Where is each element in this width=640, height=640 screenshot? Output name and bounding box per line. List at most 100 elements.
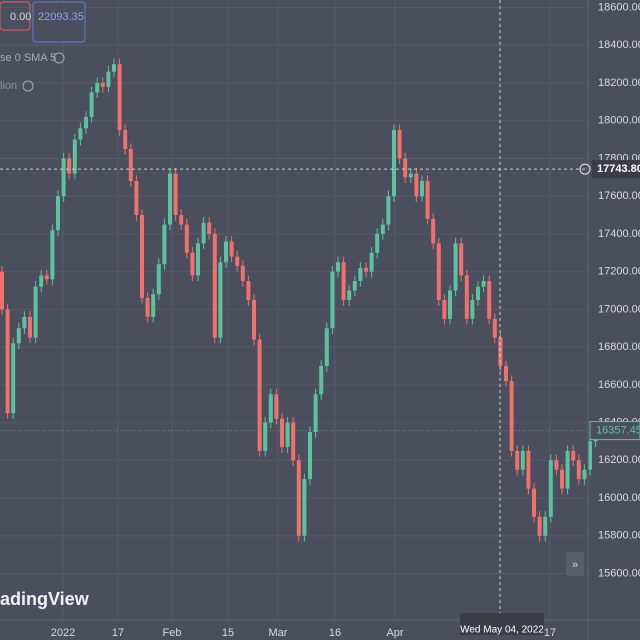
x-tick-label: 17 [112, 627, 124, 639]
candle-body [128, 149, 133, 182]
candle-body [190, 252, 195, 276]
indicator: lion [0, 80, 17, 92]
candle-body [106, 71, 111, 87]
candle-body [403, 158, 408, 178]
candle-body [89, 92, 94, 117]
crosshair-date-label: Wed May 04, 2022 [460, 625, 544, 636]
candle-body [0, 271, 4, 310]
change-box [0, 1, 31, 31]
candle-body [123, 130, 128, 150]
y-tick-label: 15600.00 [598, 567, 640, 579]
candle-body [375, 233, 380, 253]
candle-body [582, 469, 587, 480]
candle-body [268, 394, 273, 423]
candle-body [179, 215, 184, 225]
y-tick-label: 17400.00 [598, 228, 640, 240]
candle-body [476, 286, 480, 300]
y-tick-label: 17000.00 [598, 303, 640, 315]
last-price-box [589, 421, 640, 441]
candle-body [11, 343, 16, 414]
candle-body [22, 316, 27, 329]
candle-body [100, 83, 105, 87]
y-tick-label: 17600.00 [598, 190, 640, 202]
y-tick-label: 18000.00 [598, 115, 640, 127]
candle-body [285, 422, 290, 448]
candle-body [235, 256, 240, 266]
x-tick-label: 15 [222, 627, 234, 639]
candle-body [280, 418, 284, 448]
candle-body [509, 381, 514, 451]
candle-body [61, 158, 66, 197]
candle-body [263, 422, 268, 451]
scroll-button[interactable] [566, 552, 584, 576]
candle-body [145, 298, 150, 317]
candle-body [246, 281, 251, 300]
candle-body [520, 450, 525, 470]
candle-body [537, 516, 542, 536]
candle-body [28, 316, 32, 338]
candle-body [184, 224, 189, 253]
candle-body [336, 262, 340, 272]
candle-body [302, 479, 307, 536]
candle-body [392, 130, 396, 197]
candle-body [44, 275, 49, 280]
y-tick-label: 18600.00 [598, 1, 640, 13]
candle-body [67, 158, 72, 174]
candle-body [543, 516, 548, 536]
candle-body [5, 309, 10, 414]
y-tick-label: 18200.00 [598, 77, 640, 89]
candle-body [380, 224, 385, 234]
candle-body [420, 181, 424, 197]
indicator-icon [53, 52, 65, 64]
y-tick-label: 16600.00 [598, 379, 640, 391]
candle-body [571, 450, 576, 461]
crosshair-price-label: 17743.80 [597, 163, 640, 175]
candle-body [156, 264, 161, 295]
candle-body [39, 275, 44, 287]
candle-body [207, 222, 212, 234]
y-tick-label: 15800.00 [598, 530, 640, 542]
candle-body [151, 294, 156, 317]
candle-body [352, 281, 357, 291]
x-tick-label: 16 [329, 627, 341, 639]
candle-body [112, 64, 116, 72]
candle-body [397, 130, 402, 159]
candle-body [240, 265, 245, 282]
candle-body [212, 233, 217, 338]
candle-body [481, 281, 486, 287]
indicator-icon [22, 80, 34, 92]
candle-body [453, 243, 458, 291]
crosshair-date-box [460, 613, 544, 635]
candle-body [274, 394, 279, 419]
candle-body [84, 116, 88, 129]
candle-body [358, 267, 363, 282]
candle-body [95, 83, 100, 93]
x-tick-label: Feb [163, 627, 182, 639]
candle-body [492, 318, 497, 338]
candle-body [308, 432, 312, 480]
candle-body [117, 64, 122, 131]
candle-body [291, 422, 296, 461]
candle-body [168, 173, 172, 225]
candle-body [565, 450, 570, 489]
candle-body [532, 488, 536, 517]
candle-body [16, 328, 21, 344]
candle-body [140, 215, 144, 299]
candle-body [448, 290, 452, 319]
price-box [32, 1, 86, 43]
candle-body [515, 450, 520, 470]
candle-body [554, 460, 559, 470]
candle-body [330, 271, 335, 329]
candles [0, 58, 598, 542]
candle-body [588, 441, 592, 470]
candle-body [252, 299, 256, 340]
scroll-icon[interactable]: » [572, 559, 578, 571]
candle-body [229, 241, 234, 257]
candle-body [487, 281, 492, 319]
price: 22093.35 [38, 11, 84, 23]
crosshair-price-box [592, 160, 640, 179]
